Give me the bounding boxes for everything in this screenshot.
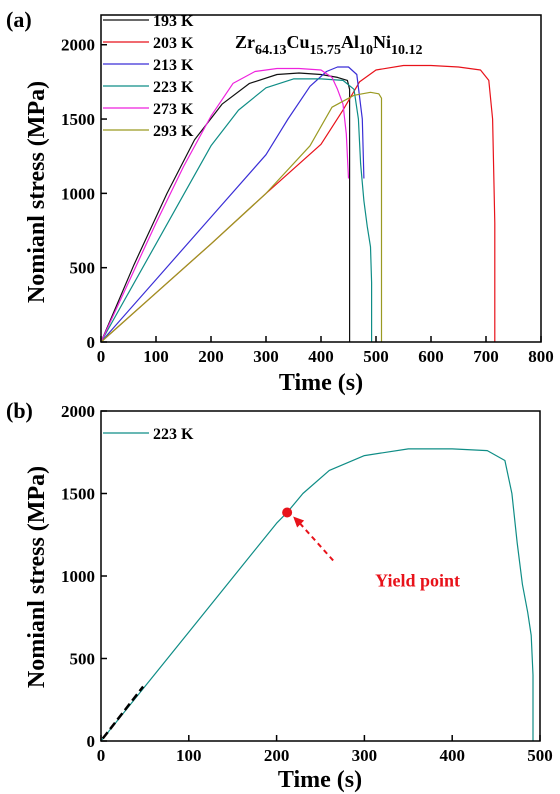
legend-label: 293 K — [153, 123, 194, 140]
x-tick-label: 0 — [97, 746, 106, 765]
series-line-293k — [100, 91, 383, 343]
legend-label: 273 K — [153, 101, 194, 118]
panel-a-xlabel: Time (s) — [279, 370, 363, 396]
x-tick-label: 600 — [418, 347, 444, 366]
x-tick-label: 500 — [527, 746, 553, 765]
y-tick-label: 2000 — [61, 402, 95, 421]
x-tick-label: 700 — [473, 347, 499, 366]
panel-b: (b) Nomianl stress (MPa) Time (s) 0 100 20… — [6, 398, 553, 793]
x-tick-label: 100 — [176, 746, 202, 765]
y-tick-label: 500 — [70, 259, 96, 278]
yield-annotation: Yield point — [101, 507, 460, 740]
legend-label: 193 K — [153, 13, 194, 30]
series-line-223k — [100, 78, 373, 343]
panel-b-ylabel: Nomianl stress (MPa) — [24, 466, 50, 688]
panel-b-series-group — [100, 448, 534, 742]
formula-el4: Ni — [373, 32, 391, 52]
yield-point-label: Yield point — [375, 570, 460, 590]
panel-a: (a) Nomianl stress (MPa) Time (s) 0 100 20… — [6, 7, 554, 396]
panel-a-label: (a) — [6, 7, 32, 32]
panel-a-ylabel: Nomianl stress (MPa) — [24, 81, 50, 303]
panel-b-xlabel: Time (s) — [278, 767, 362, 793]
x-tick-label: 200 — [198, 347, 224, 366]
panel-a-legend: 193 K 203 K 213 K 223 K 273 K 293 K — [103, 13, 194, 140]
panel-b-ytick-group: 0 500 1000 1500 2000 — [61, 402, 107, 751]
series-line-193k — [100, 72, 351, 343]
x-tick-label: 100 — [143, 347, 169, 366]
yield-arrow-head — [293, 516, 305, 528]
x-tick-label: 200 — [264, 746, 290, 765]
x-tick-label: 300 — [253, 347, 279, 366]
legend-label: 223 K — [153, 79, 194, 96]
formula-el3: Al — [341, 32, 359, 52]
panel-a-ytick-group: 0 500 1000 1500 2000 — [61, 36, 107, 352]
panel-b-xtick-group: 0 100 200 300 400 500 — [97, 735, 553, 765]
legend-label: 223 K — [153, 426, 194, 443]
panel-b-label: (b) — [6, 398, 33, 423]
formula-sub1: 64.13 — [255, 43, 287, 58]
y-tick-label: 1500 — [61, 485, 95, 504]
y-tick-label: 2000 — [61, 36, 95, 55]
x-tick-label: 0 — [97, 347, 106, 366]
panel-a-series-group — [100, 64, 496, 343]
x-tick-label: 300 — [352, 746, 378, 765]
legend-label: 213 K — [153, 57, 194, 74]
x-tick-label: 500 — [363, 347, 389, 366]
initial-slope-line — [101, 685, 145, 740]
y-tick-label: 1000 — [61, 567, 95, 586]
series-line-223k — [100, 448, 534, 742]
formula-sub2: 15.75 — [310, 43, 342, 58]
legend-label: 203 K — [153, 35, 194, 52]
formula-el2: Cu — [287, 32, 310, 52]
formula-sub4: 10.12 — [391, 43, 423, 58]
panel-b-legend: 223 K — [103, 426, 194, 443]
formula-sub3: 10 — [359, 43, 373, 58]
formula-el1: Zr — [235, 32, 255, 52]
panel-a-xtick-group: 0 100 200 300 400 500 600 700 800 — [97, 336, 554, 366]
y-tick-label: 1500 — [61, 110, 95, 129]
series-line-273k — [100, 67, 350, 343]
y-tick-label: 500 — [70, 650, 96, 669]
x-tick-label: 400 — [439, 746, 465, 765]
composition-formula: Zr64.13Cu15.75Al10Ni10.12 — [235, 32, 423, 58]
yield-arrow-line — [298, 521, 334, 562]
panel-b-frame — [100, 410, 541, 742]
y-tick-label: 0 — [87, 732, 96, 751]
y-tick-label: 1000 — [61, 184, 95, 203]
x-tick-label: 400 — [308, 347, 334, 366]
yield-point-marker — [282, 507, 293, 518]
x-tick-label: 800 — [528, 347, 554, 366]
y-tick-label: 0 — [87, 333, 96, 352]
panel-a-frame — [100, 14, 542, 343]
